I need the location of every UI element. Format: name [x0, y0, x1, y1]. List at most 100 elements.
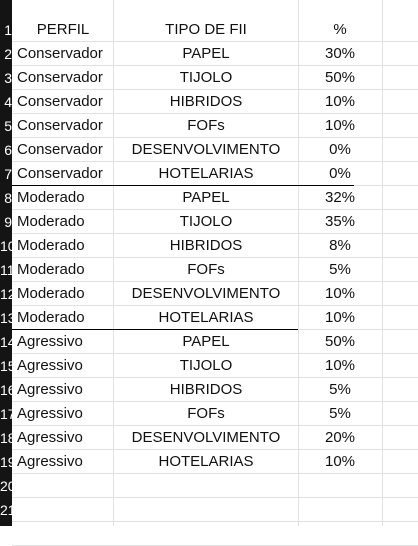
cell-percent[interactable]: 50% [324, 333, 356, 350]
row-gridline [12, 257, 418, 258]
header-cell-tipo[interactable]: TIPO DE FII [165, 21, 247, 38]
cell-perfil[interactable]: Agressivo [17, 405, 83, 422]
cell-perfil[interactable]: Conservador [17, 69, 103, 86]
cell-perfil[interactable]: Moderado [17, 285, 85, 302]
cell-tipo[interactable]: FOFs [187, 261, 225, 278]
cell-tipo[interactable]: FOFs [187, 117, 225, 134]
row-number[interactable]: 11 [0, 262, 12, 278]
cell-perfil[interactable]: Agressivo [17, 453, 83, 470]
cell-percent[interactable]: 8% [329, 237, 351, 254]
cell-percent[interactable]: 20% [324, 429, 356, 446]
cell-percent[interactable]: 30% [324, 45, 356, 62]
cell-tipo[interactable]: DESENVOLVIMENTO [131, 285, 281, 302]
row-gridline [12, 449, 418, 450]
row-gridline [12, 377, 418, 378]
cell-percent[interactable]: 5% [329, 261, 351, 278]
row-gridline [12, 401, 418, 402]
row-number[interactable]: 19 [0, 454, 12, 470]
column-gridline [113, 0, 114, 526]
cell-tipo[interactable]: PAPEL [182, 333, 230, 350]
row-gridline [12, 281, 418, 282]
row-number[interactable]: 14 [0, 334, 12, 350]
row-number[interactable]: 5 [4, 118, 12, 134]
cell-percent[interactable]: 0% [329, 165, 351, 182]
header-cell-perfil[interactable]: PERFIL [36, 21, 90, 38]
cell-perfil[interactable]: Moderado [17, 213, 85, 230]
row-gridline [12, 89, 418, 90]
row-number[interactable]: 1 [4, 22, 12, 38]
cell-tipo[interactable]: DESENVOLVIMENTO [131, 141, 281, 158]
row-number[interactable]: 7 [4, 166, 12, 182]
row-number[interactable]: 21 [0, 502, 12, 518]
cell-tipo[interactable]: HIBRIDOS [169, 237, 243, 254]
cell-percent[interactable]: 10% [324, 93, 356, 110]
row-number[interactable]: 18 [0, 430, 12, 446]
row-number[interactable]: 9 [4, 214, 12, 230]
cell-tipo[interactable]: HIBRIDOS [169, 381, 243, 398]
cell-percent[interactable]: 35% [324, 213, 356, 230]
row-number[interactable]: 20 [0, 478, 12, 494]
row-number[interactable]: 8 [4, 190, 12, 206]
cell-percent[interactable]: 32% [324, 189, 356, 206]
row-gridline [12, 41, 418, 42]
row-gridline [12, 65, 418, 66]
row-gridline [12, 425, 418, 426]
cell-tipo[interactable]: PAPEL [182, 189, 230, 206]
row-number[interactable]: 2 [4, 46, 12, 62]
cell-tipo[interactable]: DESENVOLVIMENTO [131, 429, 281, 446]
cell-perfil[interactable]: Agressivo [17, 429, 83, 446]
cell-tipo[interactable]: TIJOLO [179, 357, 233, 374]
cell-perfil[interactable]: Moderado [17, 261, 85, 278]
cell-perfil[interactable]: Agressivo [17, 357, 83, 374]
cell-percent[interactable]: 5% [329, 381, 351, 398]
group-separator-moderado [12, 329, 298, 330]
cell-percent[interactable]: 10% [324, 285, 356, 302]
cell-perfil[interactable]: Moderado [17, 309, 85, 326]
group-separator-conservador [12, 185, 354, 186]
cell-percent[interactable]: 5% [329, 405, 351, 422]
row-gridline [12, 113, 418, 114]
cell-percent[interactable]: 10% [324, 117, 356, 134]
cell-perfil[interactable]: Agressivo [17, 381, 83, 398]
cell-perfil[interactable]: Conservador [17, 93, 103, 110]
row-number[interactable]: 6 [4, 142, 12, 158]
cell-tipo[interactable]: TIJOLO [179, 213, 233, 230]
cell-tipo[interactable]: HOTELARIAS [158, 453, 254, 470]
row-number[interactable]: 12 [0, 286, 12, 302]
cell-tipo[interactable]: PAPEL [182, 45, 230, 62]
cell-perfil[interactable]: Conservador [17, 45, 103, 62]
row-number[interactable]: 16 [0, 382, 12, 398]
column-gridline [382, 0, 383, 526]
cell-percent[interactable]: 10% [324, 309, 356, 326]
row-number[interactable]: 10 [0, 238, 12, 254]
row-gridline [12, 353, 418, 354]
cell-tipo[interactable]: HOTELARIAS [158, 309, 254, 326]
row-number[interactable]: 17 [0, 406, 12, 422]
header-cell-percent[interactable]: % [333, 21, 347, 38]
row-number[interactable]: 3 [4, 70, 12, 86]
cell-percent[interactable]: 10% [324, 453, 356, 470]
row-gridline [12, 137, 418, 138]
cell-tipo[interactable]: HIBRIDOS [169, 93, 243, 110]
cell-perfil[interactable]: Agressivo [17, 333, 83, 350]
cell-percent[interactable]: 50% [324, 69, 356, 86]
row-header-gutter [0, 0, 12, 526]
cell-perfil[interactable]: Moderado [17, 189, 85, 206]
row-gridline [12, 473, 418, 474]
cell-perfil[interactable]: Conservador [17, 117, 103, 134]
row-gridline [12, 497, 418, 498]
cell-percent[interactable]: 0% [329, 141, 351, 158]
row-gridline [12, 209, 418, 210]
cell-perfil[interactable]: Conservador [17, 141, 103, 158]
row-number[interactable]: 15 [0, 358, 12, 374]
row-number[interactable]: 4 [4, 94, 12, 110]
cell-perfil[interactable]: Moderado [17, 237, 85, 254]
cell-tipo[interactable]: HOTELARIAS [158, 165, 254, 182]
cell-tipo[interactable]: TIJOLO [179, 69, 233, 86]
cell-tipo[interactable]: FOFs [187, 405, 225, 422]
row-number[interactable]: 13 [0, 310, 12, 326]
row-gridline [12, 305, 418, 306]
cell-perfil[interactable]: Conservador [17, 165, 103, 182]
cell-percent[interactable]: 10% [324, 357, 356, 374]
